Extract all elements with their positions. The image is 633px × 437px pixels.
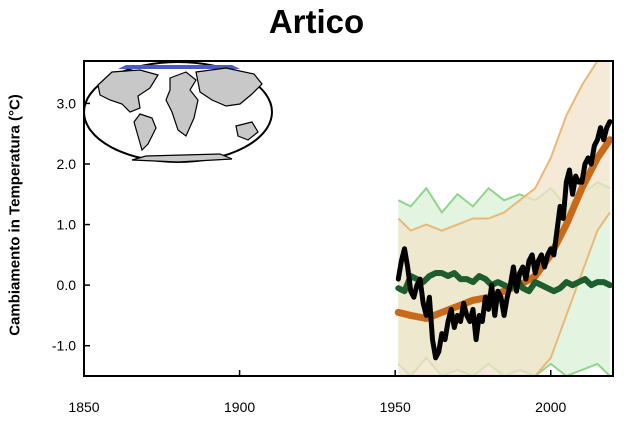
x-tick-label: 2000	[535, 399, 566, 415]
band-model_all	[398, 61, 610, 376]
map-antarctica	[131, 153, 233, 163]
band-model_all-lower	[398, 211, 611, 376]
chart-title: Artico	[268, 3, 365, 40]
map-europe-africa	[165, 71, 199, 137]
x-axis-ticks: 1850 1900 1950 2000	[68, 370, 567, 415]
plot-frame	[83, 60, 614, 377]
y-tick-label: 3.0	[57, 95, 77, 111]
x-tick-label: 1950	[380, 399, 411, 415]
series-lines	[394, 119, 613, 361]
x-tick-label: 1900	[224, 399, 255, 415]
map-south-america	[133, 113, 157, 152]
band-model_all-upper	[397, 61, 610, 232]
y-axis-ticks: 3.0 2.0 1.0 0.0 -1.0	[52, 95, 90, 354]
y-tick-label: 0.0	[57, 277, 77, 293]
series-line-observed	[395, 119, 613, 361]
map-north-america	[97, 69, 159, 113]
map-arctic-ice	[118, 65, 240, 69]
world-map-inset	[83, 61, 273, 163]
x-tick-label: 1850	[68, 399, 99, 415]
series-line-model_natural	[395, 270, 613, 295]
y-tick-label: 1.0	[57, 217, 77, 233]
y-tick-label: -1.0	[52, 338, 76, 354]
map-asia	[195, 67, 263, 107]
map-australia	[235, 121, 259, 141]
y-tick-label: 2.0	[57, 156, 77, 172]
